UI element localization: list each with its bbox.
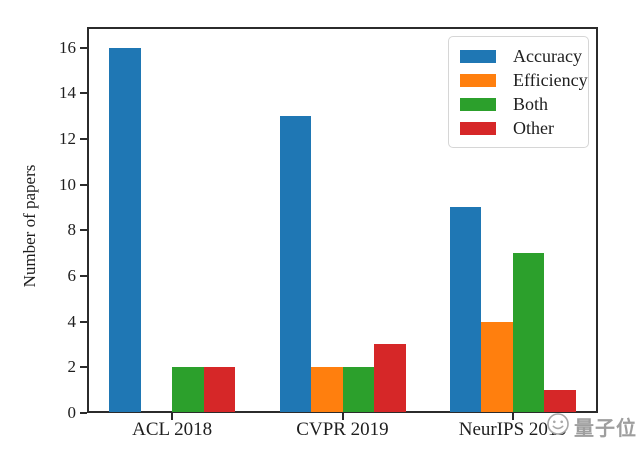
x-tick-label-cvpr-2019: CVPR 2019 xyxy=(296,419,389,440)
watermark: 量子位 xyxy=(546,412,637,441)
legend-swatch-both xyxy=(460,97,496,111)
y-tick-label: 16 xyxy=(59,37,76,57)
legend-label: Other xyxy=(513,118,554,138)
watermark-text: 量子位 xyxy=(574,418,637,440)
x-tick-mark xyxy=(341,413,344,420)
bar-both-neurips-2019 xyxy=(512,253,545,412)
y-tick-mark xyxy=(80,412,87,414)
x-tick-mark xyxy=(171,413,174,420)
bar-both-acl-2018 xyxy=(172,367,204,412)
x-tick-label-acl-2018: ACL 2018 xyxy=(132,419,213,440)
y-tick-mark xyxy=(80,274,87,277)
legend-label: Accuracy xyxy=(513,46,582,66)
y-tick-label: 6 xyxy=(67,265,77,285)
y-tick-label: 10 xyxy=(59,174,76,194)
x-tick-label-neurips-2019: NeurIPS 2019 xyxy=(458,419,567,440)
bar-both-cvpr-2019 xyxy=(342,367,374,412)
bar-efficiency-cvpr-2019 xyxy=(311,367,343,412)
y-tick-label: 12 xyxy=(59,128,76,148)
legend-item-accuracy: Accuracy xyxy=(460,44,582,68)
y-tick-label: 4 xyxy=(67,311,77,331)
legend-swatch-efficiency xyxy=(460,73,496,87)
y-tick-mark xyxy=(80,320,87,323)
y-tick-label: 0 xyxy=(67,403,77,422)
bar-other-cvpr-2019 xyxy=(374,344,406,412)
y-tick-mark xyxy=(80,366,87,369)
bar-accuracy-cvpr-2019 xyxy=(279,116,311,412)
y-tick-label: 14 xyxy=(59,83,76,103)
y-tick-mark xyxy=(80,229,87,232)
legend-item-efficiency: Efficiency xyxy=(460,68,588,92)
y-tick-mark xyxy=(80,92,87,95)
legend-label: Both xyxy=(513,94,549,114)
y-axis-label: Number of papers xyxy=(20,164,39,288)
legend-swatch-accuracy xyxy=(460,49,496,63)
bar-efficiency-neurips-2019 xyxy=(481,321,513,412)
y-tick-label: 2 xyxy=(67,357,77,377)
smiley-face-icon xyxy=(546,412,570,441)
bar-accuracy-acl-2018 xyxy=(109,47,141,412)
legend-swatch-other xyxy=(460,121,496,135)
y-tick-mark xyxy=(80,46,87,49)
legend: Accuracy Efficiency Both Other xyxy=(448,36,589,148)
bar-other-neurips-2019 xyxy=(544,390,576,412)
legend-item-both: Both xyxy=(460,92,577,116)
y-tick-label: 8 xyxy=(67,220,77,240)
y-tick-mark xyxy=(80,183,87,186)
legend-item-other: Other xyxy=(460,116,577,140)
bar-accuracy-neurips-2019 xyxy=(449,207,482,412)
bar-other-acl-2018 xyxy=(203,367,236,412)
y-tick-mark xyxy=(80,137,87,140)
x-tick-mark xyxy=(511,413,514,420)
legend-label: Efficiency xyxy=(513,70,588,90)
